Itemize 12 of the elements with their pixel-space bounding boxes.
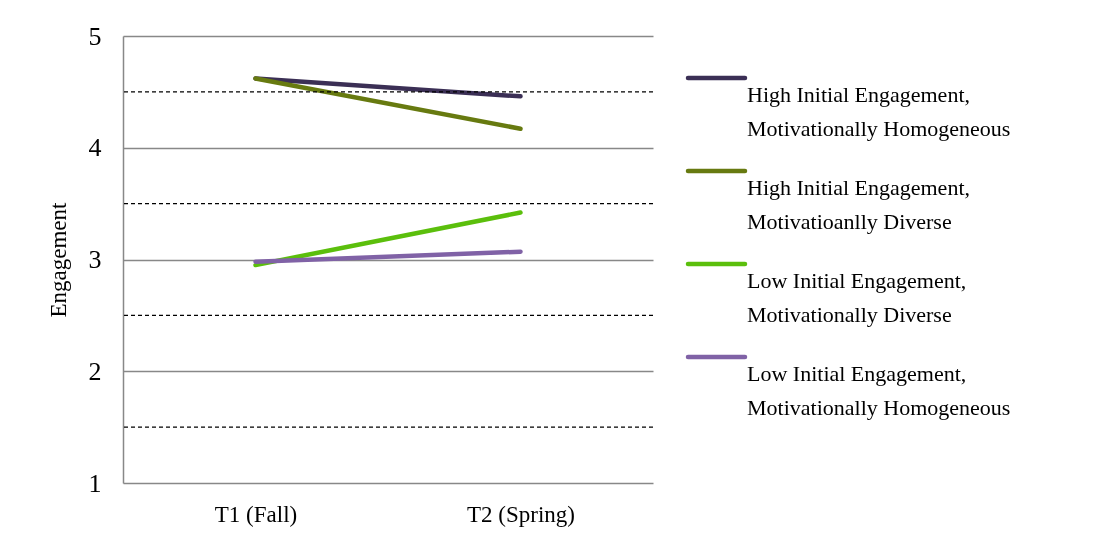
x-tick-label: T1 (Fall) [214, 501, 298, 527]
y-tick-label: 1 [88, 468, 102, 498]
y-tick-label: 5 [88, 21, 102, 51]
text: High Initial Engagement, Motivationally Homogeneous [747, 82, 1011, 141]
y-axis-title: Engagement [45, 201, 71, 318]
y-tick-label: 3 [88, 245, 102, 274]
text: Low Initial Engagement, Motivationally Homogeneous [747, 361, 1011, 420]
y-tick-label: 4 [88, 133, 102, 163]
y-tick-label: 2 [88, 356, 102, 386]
x-tick-label: T2 (Spring) [467, 501, 575, 527]
text: High Initial Engagement, Motivatioanlly Diverse [747, 175, 970, 234]
text: Low Initial Engagement, Motivationally Diverse [747, 268, 967, 327]
